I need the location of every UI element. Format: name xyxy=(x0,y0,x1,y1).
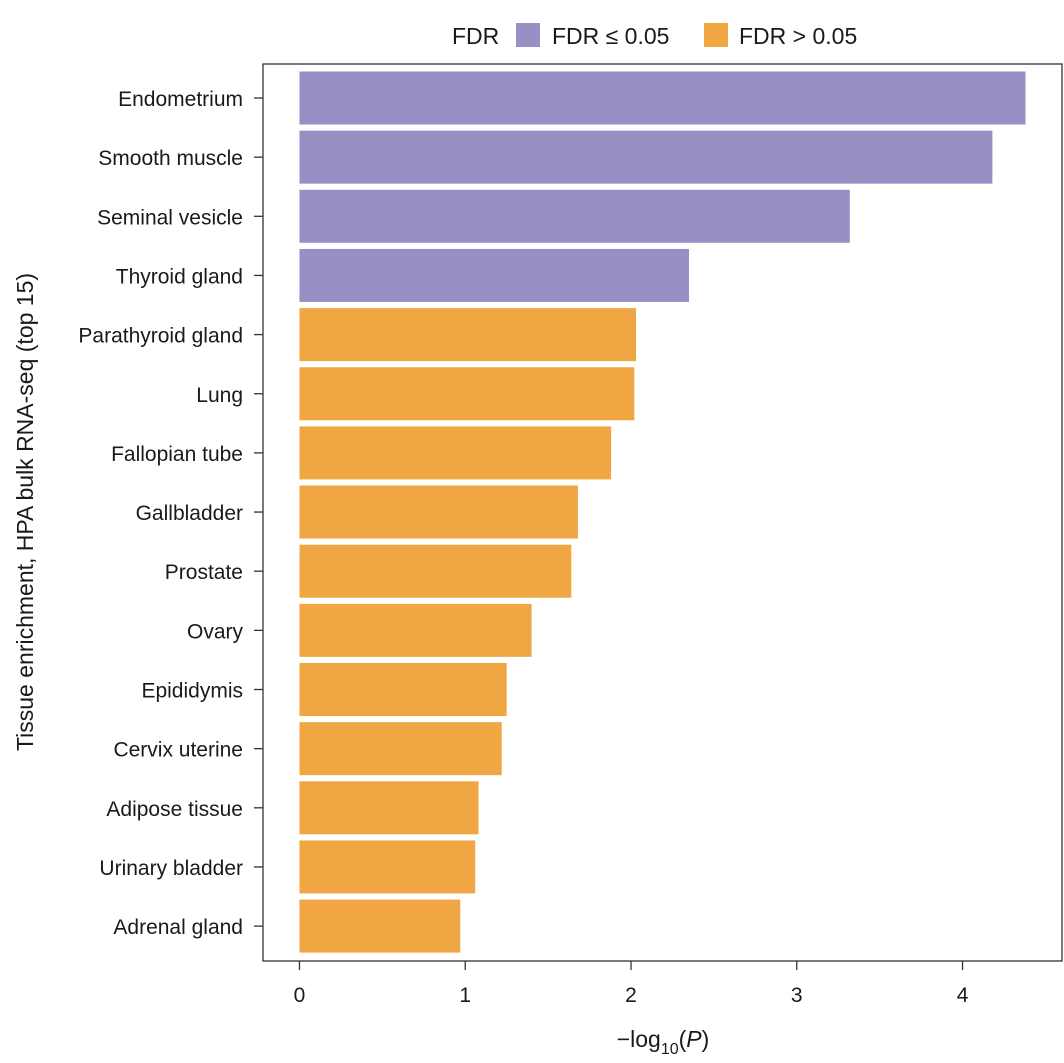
y-axis-label: Tissue enrichment, HPA bulk RNA-seq (top… xyxy=(12,273,38,751)
bar-adrenal-gland xyxy=(299,899,461,953)
legend: FDR FDR ≤ 0.05 FDR > 0.05 xyxy=(452,23,857,49)
x-axis-label: −log10(P) xyxy=(617,1026,710,1058)
x-tick-label: 4 xyxy=(957,984,969,1007)
y-tick-label: Parathyroid gland xyxy=(78,325,243,348)
legend-swatch-gt xyxy=(704,23,728,47)
x-tick-label: 2 xyxy=(625,984,637,1007)
x-axis-label-open-paren: ( xyxy=(679,1026,687,1052)
x-axis: 0 1 2 3 4 xyxy=(294,961,969,1007)
legend-title: FDR xyxy=(452,23,499,49)
y-tick-label: Gallbladder xyxy=(136,502,243,525)
bar-ovary xyxy=(299,603,532,657)
bar-parathyroid-gland xyxy=(299,308,636,362)
x-tick-label: 1 xyxy=(459,984,471,1007)
bar-prostate xyxy=(299,544,572,598)
y-tick-label: Adrenal gland xyxy=(113,916,243,939)
y-tick-label: Smooth muscle xyxy=(98,147,243,170)
bar-gallbladder xyxy=(299,485,578,539)
y-tick-label: Fallopian tube xyxy=(111,443,243,466)
x-tick-label: 3 xyxy=(791,984,803,1007)
y-tick-label: Epididymis xyxy=(141,680,243,703)
y-tick-label: Endometrium xyxy=(118,88,243,111)
y-tick-label: Thyroid gland xyxy=(116,265,243,288)
bar-adipose-tissue xyxy=(299,781,479,835)
x-tick-label: 0 xyxy=(294,984,306,1007)
x-axis-label-subscript: 10 xyxy=(661,1041,679,1058)
y-tick-label: Ovary xyxy=(187,620,244,643)
bar-fallopian-tube xyxy=(299,426,612,480)
bar-cervix-uterine xyxy=(299,722,502,776)
bar-epididymis xyxy=(299,663,507,716)
y-tick-label: Adipose tissue xyxy=(106,798,243,821)
legend-swatch-le xyxy=(516,23,540,47)
legend-label-gt: FDR > 0.05 xyxy=(739,23,857,49)
x-axis-label-variable: P xyxy=(686,1026,702,1052)
bar-thyroid-gland xyxy=(299,248,690,302)
bar-lung xyxy=(299,367,635,421)
bar-smooth-muscle xyxy=(299,130,993,184)
x-axis-label-prefix: −log xyxy=(617,1026,661,1052)
x-axis-label-close-paren: ) xyxy=(702,1026,710,1052)
legend-label-le: FDR ≤ 0.05 xyxy=(552,23,669,49)
y-tick-label: Urinary bladder xyxy=(99,857,243,880)
bar-endometrium xyxy=(299,71,1026,125)
y-axis: Endometrium Smooth muscle Seminal vesicle T… xyxy=(78,88,263,939)
bar-seminal-vesicle xyxy=(299,189,850,243)
y-tick-label: Lung xyxy=(196,384,243,407)
bars-layer xyxy=(299,71,1026,953)
y-tick-label: Seminal vesicle xyxy=(97,206,243,229)
bar-urinary-bladder xyxy=(299,840,476,894)
y-tick-label: Prostate xyxy=(165,561,243,584)
y-tick-label: Cervix uterine xyxy=(113,739,243,762)
